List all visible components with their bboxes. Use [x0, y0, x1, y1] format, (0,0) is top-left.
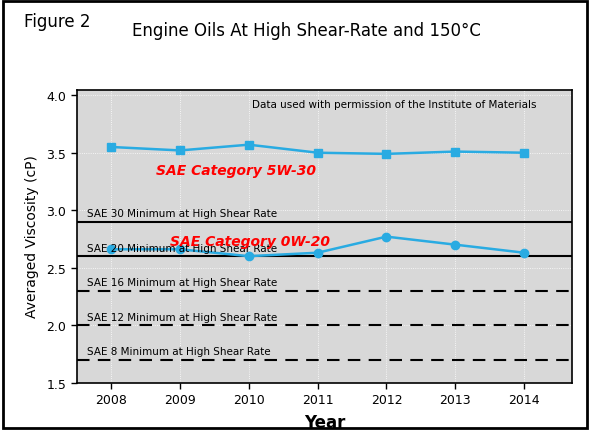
Text: SAE Category 0W-20: SAE Category 0W-20 — [170, 235, 330, 249]
Text: SAE 8 Minimum at High Shear Rate: SAE 8 Minimum at High Shear Rate — [87, 346, 271, 356]
Text: SAE 20 Minimum at High Shear Rate: SAE 20 Minimum at High Shear Rate — [87, 243, 277, 253]
Y-axis label: Averaged Viscosity (cP): Averaged Viscosity (cP) — [25, 155, 40, 318]
Text: Engine Oils At High Shear-Rate and 150°C: Engine Oils At High Shear-Rate and 150°C — [132, 22, 481, 40]
Text: Figure 2: Figure 2 — [24, 13, 90, 31]
Text: Data used with permission of the Institute of Materials: Data used with permission of the Institu… — [253, 99, 537, 110]
Text: SAE Category 5W-30: SAE Category 5W-30 — [156, 163, 316, 178]
Text: SAE 16 Minimum at High Shear Rate: SAE 16 Minimum at High Shear Rate — [87, 277, 277, 288]
Text: SAE 30 Minimum at High Shear Rate: SAE 30 Minimum at High Shear Rate — [87, 209, 277, 219]
Text: SAE 12 Minimum at High Shear Rate: SAE 12 Minimum at High Shear Rate — [87, 312, 277, 322]
X-axis label: Year: Year — [304, 413, 345, 430]
